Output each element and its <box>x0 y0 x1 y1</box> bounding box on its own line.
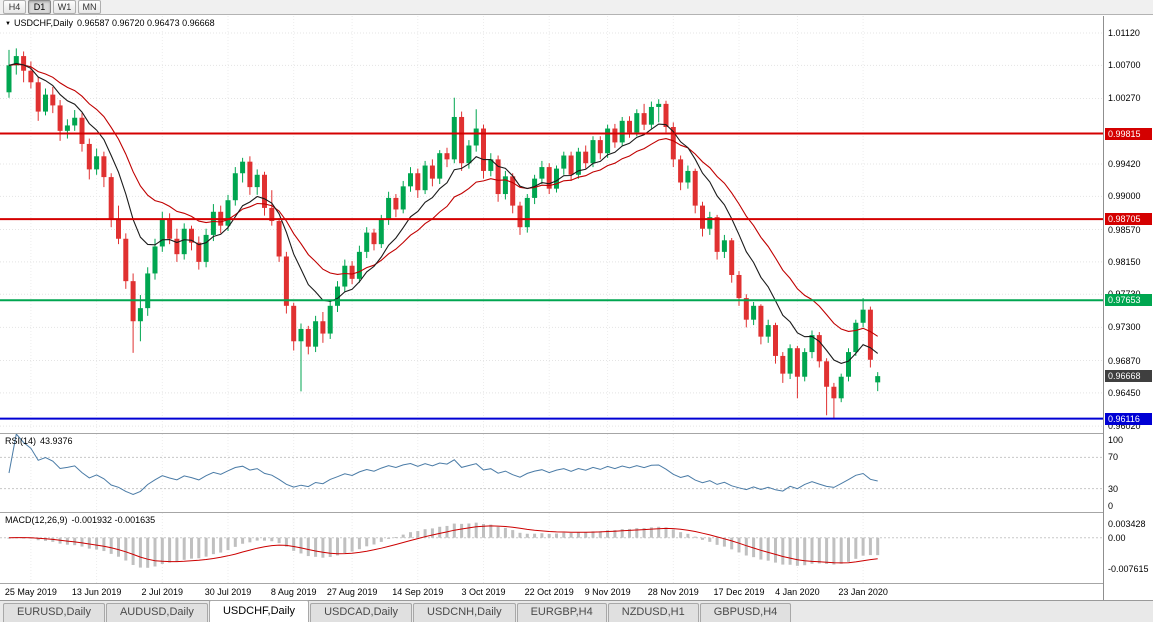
date-tick-label: 4 Jan 2020 <box>775 587 820 597</box>
current-price-badge: 0.96668 <box>1105 370 1152 382</box>
main-pane-label: ▼ USDCHF,Daily 0.96587 0.96720 0.96473 0.9… <box>5 18 219 28</box>
date-tick-label: 17 Dec 2019 <box>713 587 765 597</box>
date-tick-label: 14 Sep 2019 <box>392 587 444 597</box>
timeframe-button-h4[interactable]: H4 <box>3 0 26 14</box>
timeframe-toolbar: H4 D1 W1 MN <box>0 0 1153 15</box>
chart-tab-gbpusd[interactable]: GBPUSD,H4 <box>699 603 792 622</box>
price-tick-label: 0.99420 <box>1108 159 1141 169</box>
rsi-indicator-value: 43.9376 <box>40 436 73 446</box>
date-tick-label: 22 Oct 2019 <box>524 587 574 597</box>
price-tick-label: 1.01120 <box>1108 28 1140 38</box>
chart-tab-nzdusd[interactable]: NZDUSD,H1 <box>607 603 699 622</box>
date-tick-label: 2 Jul 2019 <box>141 587 184 597</box>
timeframe-button-d1[interactable]: D1 <box>28 0 51 14</box>
level-price-badge: 0.97653 <box>1105 294 1152 306</box>
macd-indicator-name: MACD(12,26,9) <box>5 515 68 525</box>
price-tick-label: 0.98150 <box>1108 257 1141 267</box>
price-tick-label: 1.00270 <box>1108 93 1141 103</box>
price-tick-label: 0.97300 <box>1108 322 1141 332</box>
chart-tab-eurusd[interactable]: EURUSD,Daily <box>3 603 105 622</box>
ohlc-values: 0.96587 0.96720 0.96473 0.96668 <box>76 18 215 28</box>
price-tick-label: 0.96450 <box>1108 388 1141 398</box>
date-tick-label: 8 Aug 2019 <box>270 587 317 597</box>
pane-separator-rsi[interactable] <box>0 433 1153 434</box>
date-tick-label: 30 Jul 2019 <box>204 587 252 597</box>
level-price-badge: 0.99815 <box>1105 128 1152 140</box>
macd-tick-label: -0.007615 <box>1108 564 1149 574</box>
pane-separator-macd[interactable] <box>0 512 1153 513</box>
date-tick-label: 23 Jan 2020 <box>838 587 888 597</box>
chart-tab-bar: EURUSD,Daily AUDUSD,Daily USDCHF,Daily USDC… <box>0 600 1153 622</box>
chart-dropdown-icon[interactable]: ▼ <box>5 21 11 27</box>
price-tick-label: 1.00700 <box>1108 60 1141 70</box>
time-axis[interactable]: 25 May 2019 13 Jun 2019 2 Jul 2019 30 Jul 2… <box>0 584 1103 600</box>
chart-tab-eurgbp[interactable]: EURGBP,H4 <box>516 603 607 622</box>
timeframe-button-w1[interactable]: W1 <box>53 0 76 14</box>
price-tick-label: 0.96870 <box>1108 356 1141 366</box>
date-tick-label: 25 May 2019 <box>4 587 57 597</box>
pane-separator-timeaxis <box>0 583 1153 584</box>
date-tick-label: 27 Aug 2019 <box>326 587 378 597</box>
macd-tick-label: 0.003428 <box>1108 519 1146 529</box>
price-axis[interactable]: 1.01120 1.00700 1.00270 0.99420 0.99000 0.985… <box>1103 16 1153 600</box>
price-tick-label: 0.99000 <box>1108 191 1141 201</box>
timeframe-button-mn[interactable]: MN <box>78 0 101 14</box>
rsi-pane-label: RSI(14) 43.9376 <box>5 436 77 446</box>
date-tick-label: 13 Jun 2019 <box>71 587 122 597</box>
level-price-badge: 0.96116 <box>1105 413 1152 425</box>
rsi-tick-label: 30 <box>1108 484 1119 494</box>
chart-tab-usdchf[interactable]: USDCHF,Daily <box>208 600 310 622</box>
rsi-indicator-canvas[interactable] <box>0 434 1103 512</box>
rsi-indicator-name: RSI(14) <box>5 436 37 446</box>
macd-tick-label: 0.00 <box>1108 533 1126 543</box>
chart-workspace: ▼ USDCHF,Daily 0.96587 0.96720 0.96473 0.9… <box>0 16 1153 600</box>
level-price-badge: 0.98705 <box>1105 213 1152 225</box>
main-chart-canvas[interactable] <box>0 16 1103 433</box>
price-tick-label: 0.98570 <box>1108 225 1141 235</box>
chart-tab-audusd[interactable]: AUDUSD,Daily <box>105 603 208 622</box>
macd-indicator-canvas[interactable] <box>0 513 1103 583</box>
rsi-tick-label: 100 <box>1108 435 1124 445</box>
date-tick-label: 28 Nov 2019 <box>647 587 699 597</box>
date-tick-label: 9 Nov 2019 <box>584 587 631 597</box>
symbol-period-label: USDCHF,Daily <box>13 18 73 28</box>
chart-tab-usdcad[interactable]: USDCAD,Daily <box>310 603 413 622</box>
macd-pane-label: MACD(12,26,9) -0.001932 -0.001635 <box>5 515 159 525</box>
rsi-tick-label: 70 <box>1108 452 1119 462</box>
price-tick-label: 0.96020 <box>1108 421 1141 431</box>
date-tick-label: 3 Oct 2019 <box>461 587 506 597</box>
macd-indicator-value: -0.001932 -0.001635 <box>71 515 156 525</box>
rsi-tick-label: 0 <box>1108 501 1114 511</box>
chart-tab-usdcnh[interactable]: USDCNH,Daily <box>413 603 516 622</box>
